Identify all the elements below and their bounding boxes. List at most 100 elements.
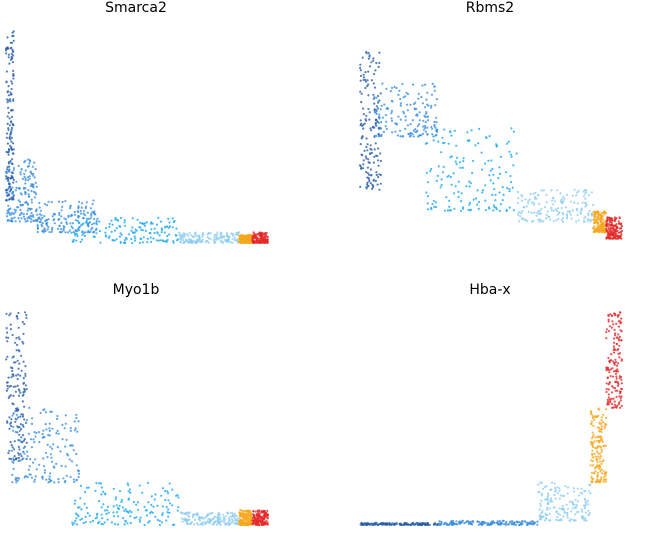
data-point [359, 79, 362, 82]
data-point [609, 375, 612, 378]
data-point [174, 234, 177, 237]
data-point [582, 220, 585, 223]
data-point [51, 215, 54, 218]
data-point [538, 518, 541, 521]
data-point [258, 237, 261, 240]
data-point [259, 516, 262, 519]
data-point [206, 520, 209, 523]
data-point [14, 390, 17, 393]
data-point [502, 193, 505, 196]
data-point [472, 159, 475, 162]
data-point [98, 229, 101, 233]
data-point [17, 217, 20, 220]
data-point [418, 134, 421, 137]
data-point [36, 227, 40, 230]
data-point [197, 523, 200, 526]
data-point [405, 91, 408, 94]
data-point [432, 135, 435, 138]
data-point [563, 511, 566, 514]
data-point [127, 484, 130, 487]
data-point [51, 226, 54, 229]
data-point [369, 129, 373, 132]
data-point [193, 523, 196, 526]
data-point [126, 482, 129, 485]
data-point [25, 316, 28, 319]
data-point [424, 120, 427, 124]
data-point [375, 96, 378, 99]
data-point [581, 201, 584, 204]
data-point [608, 368, 611, 371]
data-point [34, 168, 37, 171]
data-point [6, 191, 9, 194]
data-point [587, 503, 590, 506]
data-point [10, 198, 13, 201]
data-point [65, 474, 68, 477]
data-point [60, 215, 63, 218]
data-point [97, 500, 101, 503]
data-point [222, 235, 225, 238]
data-point [86, 512, 89, 515]
data-point [69, 475, 72, 479]
data-point [7, 153, 10, 156]
data-point [362, 167, 365, 170]
data-point [155, 239, 158, 242]
data-point [374, 121, 377, 124]
data-point [617, 383, 620, 386]
data-point [598, 468, 601, 471]
data-point [573, 188, 576, 191]
data-point [41, 222, 44, 225]
data-point [598, 457, 602, 460]
data-point [74, 499, 77, 502]
data-point [412, 135, 415, 138]
data-point [12, 69, 15, 72]
data-point [599, 465, 602, 468]
data-point [200, 521, 204, 524]
data-point [168, 482, 171, 485]
data-point [156, 518, 159, 522]
data-point [378, 173, 381, 176]
data-point [597, 435, 600, 438]
data-point [395, 122, 398, 125]
data-point [14, 211, 17, 214]
data-point [12, 385, 15, 388]
data-point [561, 217, 565, 220]
data-point [75, 416, 78, 420]
data-point [164, 498, 167, 502]
data-point [30, 422, 34, 425]
data-point [197, 518, 200, 521]
data-point [5, 215, 9, 218]
data-point [31, 185, 35, 188]
data-point [7, 179, 10, 182]
data-point [615, 375, 618, 378]
data-point [129, 521, 132, 525]
data-point [12, 169, 15, 172]
data-point [542, 220, 545, 223]
data-point [469, 208, 472, 211]
data-point [18, 220, 21, 223]
data-point [10, 136, 13, 139]
data-point [359, 119, 362, 122]
data-point [520, 199, 524, 202]
data-point [12, 39, 15, 42]
data-point [179, 241, 182, 244]
data-point [369, 168, 372, 171]
data-point [153, 498, 156, 501]
data-point [384, 114, 387, 117]
data-point [602, 218, 605, 221]
data-point [78, 200, 81, 203]
data-point [586, 212, 590, 215]
data-point [90, 213, 93, 216]
data-point [68, 458, 71, 461]
data-point [126, 522, 129, 525]
data-point [47, 218, 50, 221]
data-point [85, 217, 88, 220]
data-point [373, 86, 377, 89]
data-point [516, 213, 520, 216]
data-point [8, 170, 11, 173]
data-point [21, 177, 24, 180]
data-point [606, 234, 609, 237]
data-point [143, 505, 146, 508]
data-point [5, 327, 8, 330]
data-point [91, 519, 95, 522]
data-point [10, 52, 13, 55]
